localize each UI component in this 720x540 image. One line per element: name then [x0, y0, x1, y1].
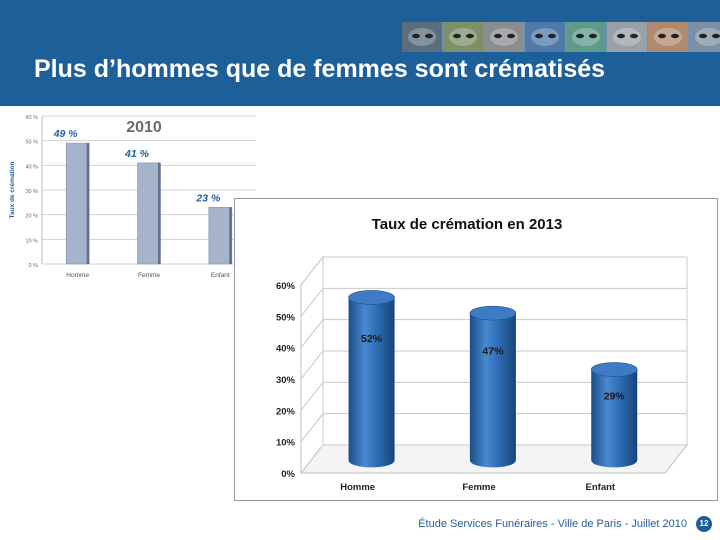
y-tick-label-2013: 50%	[276, 312, 296, 323]
face-photo-1	[402, 22, 443, 52]
face-photo-5	[566, 22, 607, 52]
bar-2010-femme	[137, 162, 161, 265]
y-tick-label-2013: 0%	[281, 469, 295, 480]
x-tick-label-2013: Homme	[340, 482, 375, 493]
y-tick-label-2010: 20 %	[25, 214, 38, 220]
bar-2013-femme	[469, 305, 517, 468]
face-photo-6	[607, 22, 648, 52]
bar-2013-homme	[348, 290, 395, 468]
y-tick-label-2010: 50 %	[25, 140, 38, 146]
gridline-2013	[300, 256, 687, 286]
bar-2010-enfant	[208, 206, 233, 265]
face-photo-3	[484, 22, 525, 52]
y-tick-label-2013: 20%	[276, 406, 296, 417]
face-photo-8	[689, 22, 720, 52]
y-tick-label-2013: 60%	[276, 281, 296, 292]
chart-2010-title: 2010	[126, 119, 162, 136]
gridline-2013	[300, 319, 687, 348]
x-tick-label-2010: Homme	[66, 272, 89, 279]
gridline-2013	[300, 287, 687, 317]
face-photo-7	[648, 22, 689, 52]
y-tick-label-2010: 40 %	[25, 164, 38, 170]
face-photo-2	[443, 22, 484, 52]
data-label-2010: 41 %	[124, 148, 150, 160]
face-photo-4	[525, 22, 566, 52]
y-tick-label-2013: 10%	[276, 438, 296, 449]
gridline-2013	[300, 350, 687, 380]
bar-2010-homme	[65, 142, 90, 265]
y-tick-label-2010: 10 %	[25, 238, 38, 244]
data-label-2010: 49 %	[53, 128, 79, 140]
x-tick-label-2010: Enfant	[211, 272, 230, 279]
y-tick-label-2013: 40%	[276, 344, 296, 355]
gridline-2013	[300, 413, 687, 442]
chart-2010: 0 % 10 % 20 % 30 % 40 % 50 % 60 % 49 % Homme 41 %…	[9, 115, 256, 279]
page-title: Plus d’hommes que de femmes sont crémati…	[34, 55, 606, 83]
y-tick-label-2010: 30 %	[25, 189, 38, 195]
footer-text: Étude Services Funéraires - Ville de Par…	[418, 518, 687, 530]
data-label-2013: 47%	[482, 346, 504, 358]
chart-2013-frame: 0% 10% 20% 30% 40% 50% 60% 52% Homme 47% Femme 29% E…	[234, 198, 718, 501]
bar-2013-enfant	[590, 362, 638, 468]
y-tick-label-2013: 30%	[276, 375, 296, 386]
data-label-2013: 29%	[604, 391, 626, 403]
y-axis-label-2010: Taux de crémation	[9, 161, 16, 218]
chart-2013: 0% 10% 20% 30% 40% 50% 60% 52% Homme 47% Femme 29% E…	[276, 216, 689, 493]
page-number-badge: 12	[696, 516, 712, 532]
gridline-2013	[300, 444, 687, 474]
x-tick-label-2013: Femme	[462, 482, 495, 493]
data-label-2010: 23 %	[195, 192, 221, 204]
data-label-2013: 52%	[361, 333, 383, 345]
y-tick-label-2010: 60 %	[25, 115, 38, 121]
x-tick-label-2010: Femme	[138, 272, 160, 279]
header-banner: Plus d’hommes que de femmes sont crémati…	[0, 0, 720, 106]
y-tick-label-2010: 0 %	[29, 263, 39, 269]
x-tick-label-2013: Enfant	[586, 482, 616, 493]
photo-strip	[402, 22, 720, 52]
gridline-2013	[300, 381, 687, 411]
chart-2013-title: Taux de crémation en 2013	[372, 216, 563, 233]
